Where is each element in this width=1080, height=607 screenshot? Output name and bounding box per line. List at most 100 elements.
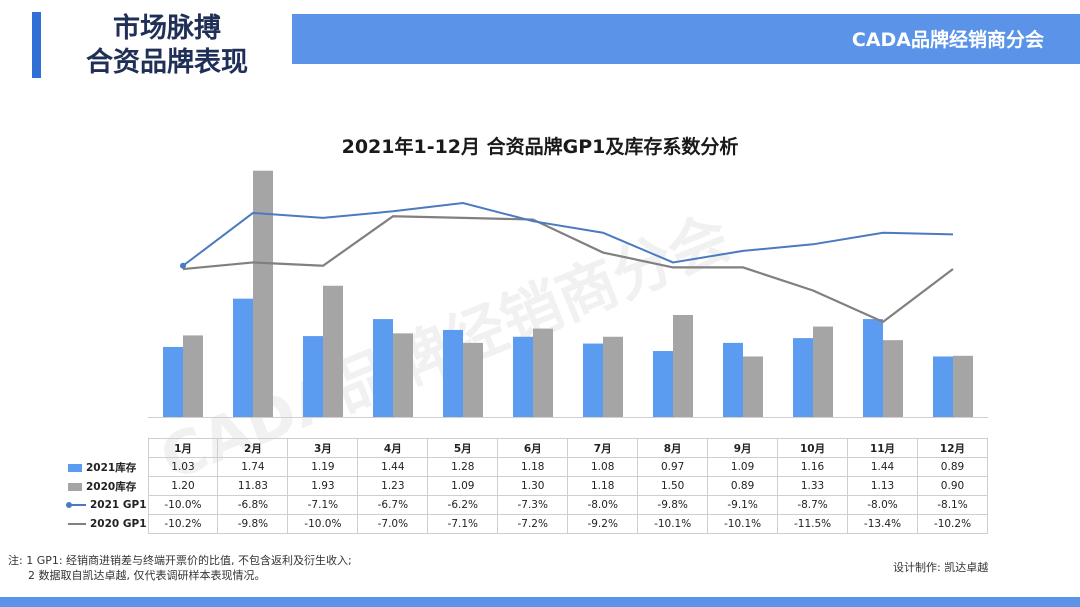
table-cell: -8.0% [567, 495, 639, 515]
bar-2021-inventory [233, 298, 253, 417]
table-cell: -10.2% [916, 514, 989, 534]
org-name: CADA品牌经销商分会 [851, 29, 1044, 51]
table-header-month: 11月 [847, 438, 918, 458]
table-cell: -10.1% [637, 514, 709, 534]
bar-2020-inventory [463, 342, 483, 417]
table-cell: 1.09 [707, 457, 779, 477]
bar-2020-inventory [813, 326, 833, 417]
table-cell: -7.0% [357, 514, 429, 534]
table-cell: 0.97 [637, 457, 709, 477]
table-cell: 11.83 [217, 476, 289, 496]
table-header-month: 6月 [497, 438, 569, 458]
table-cell: -10.0% [287, 514, 359, 534]
bar-2021-inventory [863, 319, 883, 417]
table-cell: 1.28 [427, 457, 499, 477]
bar-2021-inventory [583, 343, 603, 417]
table-cell: 1.03 [147, 457, 219, 477]
bar-2020-inventory [673, 315, 693, 417]
page-title-line1: 市场脉搏 [113, 13, 221, 44]
table-cell: 1.93 [287, 476, 359, 496]
table-cell: -9.2% [567, 514, 639, 534]
header-band [292, 14, 1080, 64]
bar-2021-inventory [303, 336, 323, 417]
table-cell: -6.8% [217, 495, 289, 515]
table-header-month: 4月 [357, 438, 429, 458]
table-cell: 1.23 [357, 476, 429, 496]
table-cell: -7.1% [427, 514, 499, 534]
legend-marker [66, 502, 72, 508]
table-cell: 1.09 [427, 476, 499, 496]
series-legend: 2020库存 [62, 477, 148, 496]
bar-2020-inventory [953, 355, 973, 417]
table-cell: -6.2% [427, 495, 499, 515]
table-cell: 1.74 [217, 457, 289, 477]
data-table: 1月 2月 3月 4月 5月 6月 7月 8月 9月 10月 11月 12月 2021库存 1.03 1.… [62, 438, 989, 534]
table-cell: 1.44 [847, 457, 918, 477]
table-header-month: 9月 [707, 438, 779, 458]
chart-title: 2021年1-12月 合资品牌GP1及库存系数分析 [341, 136, 739, 158]
page-title: 市场脉搏 合资品牌表现 [48, 12, 286, 80]
table-cell: -9.8% [217, 514, 289, 534]
table-cell: 1.50 [637, 476, 709, 496]
header-accent-bar [32, 12, 41, 78]
line-2021-gp1-marker [180, 262, 186, 269]
table-cell: -6.7% [357, 495, 429, 515]
bar-2021-inventory [653, 351, 673, 417]
table-cell: -7.1% [287, 495, 359, 515]
table-cell: 0.90 [916, 476, 989, 496]
bar-2021-inventory [163, 346, 183, 417]
table-cell: 0.89 [707, 476, 779, 496]
table-cell: -8.1% [916, 495, 989, 515]
series-name: 2020库存 [86, 480, 137, 493]
table-cell: -13.4% [847, 514, 918, 534]
bar-2021-inventory [443, 329, 463, 417]
table-cell: -10.1% [707, 514, 779, 534]
bar-2020-inventory [393, 333, 413, 417]
table-cell: -9.1% [707, 495, 779, 515]
table-header-month: 5月 [427, 438, 499, 458]
footnote-line2: 2 数据取自凯达卓越, 仅代表调研样本表现情况。 [28, 569, 266, 582]
table-cell: -10.0% [147, 495, 219, 515]
bar-2021-inventory [513, 336, 533, 417]
table-corner [62, 439, 148, 458]
table-cell: 1.44 [357, 457, 429, 477]
bar-2020-inventory [323, 285, 343, 417]
line-2021-gp1 [182, 202, 954, 267]
table-cell: 0.89 [916, 457, 989, 477]
footnote-line1: 注: 1 GP1: 经销商进销差与终端开票价的比值, 不包含返利及衍生收入; [8, 554, 352, 567]
table-header-month: 3月 [287, 438, 359, 458]
table-row: 2021库存 1.03 1.74 1.19 1.44 1.28 1.18 1.08 0.97 1.… [62, 457, 989, 477]
bar-2021-inventory [723, 342, 743, 417]
table-cell: 1.18 [567, 476, 639, 496]
legend-swatch [68, 463, 82, 472]
table-cell: -8.0% [847, 495, 918, 515]
series-legend: 2020 GP1 [62, 515, 148, 534]
line-2020-gp1 [182, 215, 954, 324]
table-cell: 1.18 [497, 457, 569, 477]
table-cell: -8.7% [777, 495, 849, 515]
table-cell: -9.8% [637, 495, 709, 515]
legend-line [66, 502, 86, 508]
table-header-month: 10月 [777, 438, 849, 458]
legend-line [68, 523, 86, 525]
table-cell: -10.2% [147, 514, 219, 534]
series-name: 2021 GP1 [90, 499, 147, 511]
table-row: 2020 GP1 -10.2% -9.8% -10.0% -7.0% -7.1% -7.2%… [62, 514, 989, 534]
series-name: 2021库存 [86, 461, 137, 474]
bar-2021-inventory [933, 356, 953, 417]
bar-2020-inventory [603, 336, 623, 417]
table-cell: -7.2% [497, 514, 569, 534]
page-title-line2: 合资品牌表现 [86, 47, 248, 78]
table-header-month: 7月 [567, 438, 639, 458]
table-cell: -7.3% [497, 495, 569, 515]
bar-2020-inventory [883, 340, 903, 417]
table-cell: 1.30 [497, 476, 569, 496]
table-cell: -11.5% [777, 514, 849, 534]
table-cell: 1.20 [147, 476, 219, 496]
table-cell: 1.13 [847, 476, 918, 496]
credit-text: 设计制作: 凯达卓越 [893, 561, 989, 574]
footer-band [0, 597, 1080, 607]
chart-plot [148, 170, 988, 418]
bar-2020-inventory [183, 335, 203, 417]
table-cell: 1.16 [777, 457, 849, 477]
